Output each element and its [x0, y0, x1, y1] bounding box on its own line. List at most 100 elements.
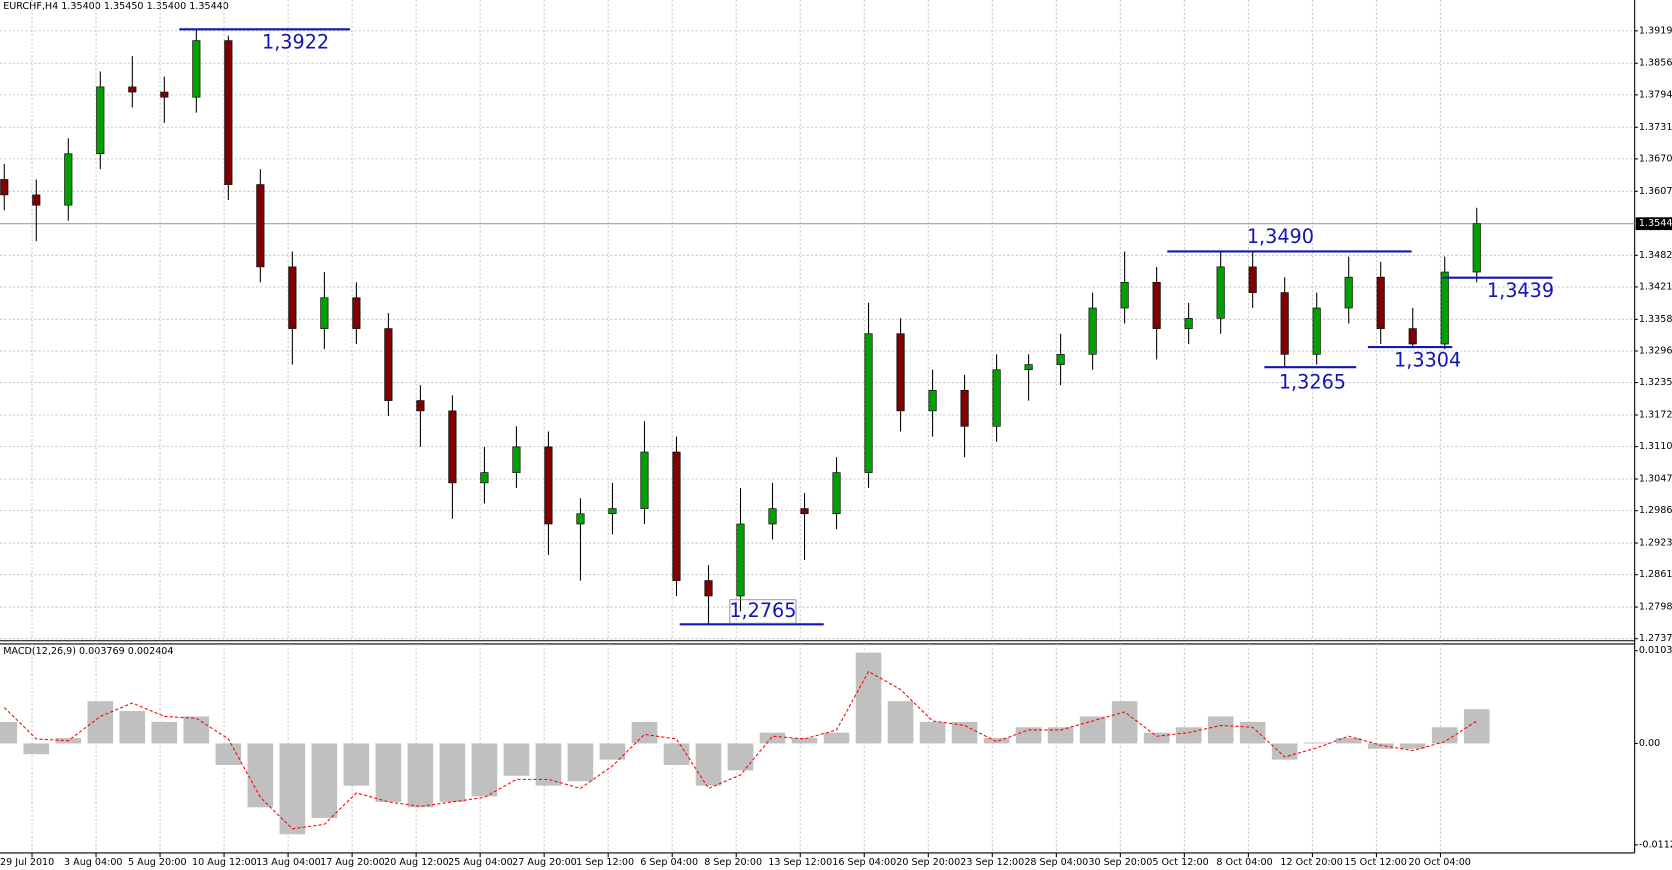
macd-bar	[1239, 721, 1266, 744]
macd-bar	[183, 716, 210, 744]
y-tick-label: 1.33580	[1639, 314, 1672, 325]
candle-body	[192, 40, 201, 98]
macd-bar	[151, 721, 178, 744]
candle-body	[224, 40, 233, 185]
candle-body	[1440, 271, 1449, 345]
y-tick-label: 1.31105	[1639, 441, 1672, 452]
level-label: 1,3304	[1394, 348, 1461, 371]
macd-bar	[759, 732, 786, 744]
y-tick-label: 1.36700	[1639, 153, 1672, 164]
candle-body	[800, 508, 809, 515]
candle-body	[480, 472, 489, 484]
candle-body	[544, 446, 553, 525]
candle-body	[1024, 364, 1033, 371]
candle-body	[1248, 266, 1257, 293]
candle-body	[736, 523, 745, 597]
candle-body	[768, 508, 777, 525]
macd-bar	[1463, 709, 1490, 744]
candle-body	[640, 451, 649, 509]
candle-body	[1376, 276, 1385, 329]
x-tick-label: 20 Sep 20:00	[896, 857, 960, 868]
y-tick-label: -0.01128	[1639, 839, 1672, 850]
y-tick-label: 1.28615	[1639, 569, 1672, 580]
macd-bar	[983, 738, 1010, 744]
candle-body	[128, 86, 137, 93]
level-label: 1,3439	[1487, 279, 1554, 302]
macd-bar	[535, 743, 562, 786]
x-tick-label: 5 Aug 20:00	[128, 857, 187, 868]
candle-body	[64, 153, 73, 206]
candle-body	[896, 333, 905, 412]
macd-title: MACD(12,26,9) 0.003769 0.002404	[3, 646, 173, 657]
candle-body	[1152, 281, 1161, 329]
candle-body	[256, 184, 265, 268]
macd-bar	[727, 743, 754, 771]
candle-body	[1408, 328, 1417, 345]
candle-body	[1280, 292, 1289, 355]
macd-bar	[311, 743, 338, 819]
x-tick-label: 6 Sep 04:00	[640, 857, 698, 868]
candle-body	[1056, 353, 1065, 365]
macd-bar	[1175, 727, 1202, 744]
x-tick-label: 10 Aug 12:00	[192, 857, 257, 868]
candle-body	[384, 328, 393, 401]
x-tick-label: 15 Oct 12:00	[1344, 857, 1406, 868]
macd-bar	[567, 743, 594, 782]
level-label: 1,3265	[1279, 371, 1346, 394]
candle-body	[1088, 307, 1097, 355]
macd-bar	[1431, 727, 1458, 744]
y-tick-label: 1.29230	[1639, 538, 1672, 549]
candle-body	[832, 472, 841, 515]
macd-bar	[1271, 743, 1298, 760]
x-tick-label: 16 Sep 04:00	[832, 857, 896, 868]
macd-bar	[1303, 742, 1330, 744]
macd-bar	[663, 743, 690, 766]
macd-bar	[279, 743, 306, 835]
level-label: 1,3490	[1247, 225, 1314, 248]
x-tick-label: 12 Oct 20:00	[1280, 857, 1342, 868]
macd-bar	[1015, 727, 1042, 744]
macd-bar	[791, 738, 818, 744]
candle-body	[992, 369, 1001, 427]
y-tick-label: 1.32965	[1639, 345, 1672, 356]
y-tick-label: 1.30475	[1639, 474, 1672, 485]
candle-body	[448, 410, 457, 484]
macd-bar	[1399, 743, 1426, 749]
macd-bar	[855, 652, 882, 744]
y-tick-label: 1.36070	[1639, 186, 1672, 197]
x-tick-label: 25 Aug 04:00	[448, 857, 513, 868]
candle-body	[704, 580, 713, 597]
macd-bar	[471, 743, 498, 797]
macd-bar	[343, 743, 370, 786]
macd-bar	[919, 721, 946, 744]
candle-body	[0, 179, 9, 196]
candle-body	[608, 508, 617, 515]
macd-bar	[375, 743, 402, 802]
y-tick-label: 1.27370	[1639, 633, 1672, 644]
y-tick-label: 1.38560	[1639, 58, 1672, 69]
candle-body	[160, 91, 169, 98]
y-tick-label: 1.29860	[1639, 505, 1672, 516]
x-tick-label: 8 Sep 20:00	[704, 857, 762, 868]
candle-body	[1120, 281, 1129, 309]
macd-bar	[695, 743, 722, 786]
candle-body	[928, 389, 937, 412]
y-tick-label: 1.32350	[1639, 377, 1672, 388]
macd-bar	[119, 711, 146, 744]
macd-bar	[1367, 743, 1394, 749]
macd-bar	[23, 743, 50, 755]
macd-bar	[951, 721, 978, 744]
candle-body	[1344, 276, 1353, 309]
candle-body	[416, 400, 425, 412]
candle-body	[576, 513, 585, 525]
x-tick-label: 20 Aug 12:00	[384, 857, 449, 868]
y-tick-label: 0.010315	[1639, 645, 1672, 656]
x-tick-label: 28 Sep 04:00	[1024, 857, 1088, 868]
macd-bar	[1047, 727, 1074, 744]
macd-bar	[1207, 716, 1234, 744]
y-tick-label: 1.31720	[1639, 409, 1672, 420]
candle-body	[1184, 317, 1193, 329]
candle-body	[1216, 266, 1225, 319]
x-tick-label: 23 Sep 12:00	[960, 857, 1024, 868]
